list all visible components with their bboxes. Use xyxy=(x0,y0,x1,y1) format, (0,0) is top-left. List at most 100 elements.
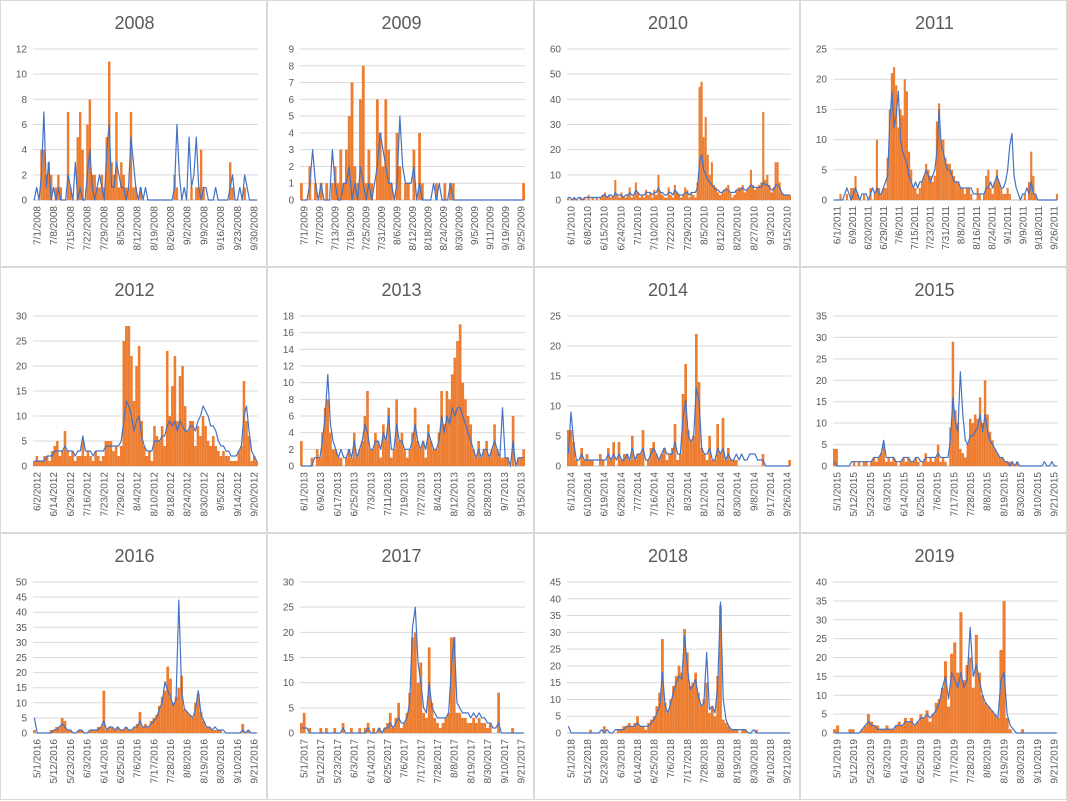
y-tick-label: 3 xyxy=(288,145,294,156)
bar xyxy=(1002,193,1005,200)
bar xyxy=(619,729,623,733)
x-tick-label: 8/12/2009 xyxy=(408,206,419,251)
bar xyxy=(671,197,674,200)
x-tick-label: 8/19/2008 xyxy=(149,206,160,251)
bar xyxy=(240,446,243,466)
x-tick-label: 9/18/2011 xyxy=(1034,206,1045,250)
bar xyxy=(461,717,464,733)
bar xyxy=(721,192,724,200)
chart-panel-2013: 2013 0 2 4 6 8 10 12 14 16 18 6/1/2013 6/9/2013 6/17/… xyxy=(267,267,534,533)
y-tick-label: 30 xyxy=(816,333,828,344)
y-tick-label: 40 xyxy=(550,594,562,605)
bar xyxy=(400,432,404,466)
bar xyxy=(231,187,234,200)
bar xyxy=(227,456,230,466)
bar xyxy=(45,456,49,466)
bar xyxy=(58,726,61,733)
bar xyxy=(175,187,179,200)
bar xyxy=(331,449,335,466)
bar xyxy=(356,183,360,200)
bar xyxy=(676,460,679,466)
bar xyxy=(938,103,941,200)
bar xyxy=(727,184,730,200)
bar xyxy=(183,708,186,733)
bar xyxy=(622,197,625,200)
bar xyxy=(333,727,337,733)
bar xyxy=(437,432,441,466)
bar xyxy=(645,189,648,200)
bar xyxy=(649,719,653,733)
bar xyxy=(73,461,77,466)
trend-line xyxy=(567,387,790,467)
bar xyxy=(199,436,202,466)
bar xyxy=(890,73,893,200)
x-tick-label: 5/12/2018 xyxy=(583,739,594,784)
bar xyxy=(949,427,952,466)
bar xyxy=(936,444,940,466)
bar xyxy=(444,717,448,733)
y-tick-label: 35 xyxy=(550,611,562,622)
bar xyxy=(713,460,717,466)
bar xyxy=(636,716,639,733)
x-tick-label: 8/4/2013 xyxy=(433,472,444,511)
bar xyxy=(986,414,989,466)
x-tick-label: 8/5/2008 xyxy=(116,206,127,245)
bar xyxy=(956,423,960,466)
bar xyxy=(724,460,727,466)
bar xyxy=(713,716,717,733)
y-tick-label: 5 xyxy=(821,710,827,721)
bar xyxy=(163,446,166,466)
x-tick-label: 7/17/2018 xyxy=(683,739,694,784)
bar xyxy=(483,722,487,733)
y-tick-label: 20 xyxy=(816,75,828,86)
y-tick-label: 20 xyxy=(816,376,828,387)
bar xyxy=(477,441,480,466)
y-tick-label: 1 xyxy=(288,179,294,190)
x-tick-label: 7/3/2013 xyxy=(366,472,377,511)
bar xyxy=(925,163,928,200)
bar xyxy=(310,457,314,466)
bar xyxy=(205,726,208,733)
bar xyxy=(705,682,709,733)
bar xyxy=(666,712,670,733)
bar xyxy=(696,182,699,200)
bar xyxy=(120,162,123,200)
bar xyxy=(455,712,459,733)
x-tick-label: 8/18/2012 xyxy=(166,472,177,517)
bar xyxy=(708,712,711,733)
bar xyxy=(970,193,973,200)
bar xyxy=(469,424,473,466)
bar xyxy=(438,727,442,733)
x-tick-label: 7/28/2018 xyxy=(699,739,710,784)
x-tick-label: 6/25/2013 xyxy=(350,472,361,517)
x-tick-label: 5/12/2017 xyxy=(316,739,327,784)
x-tick-label: 7/29/2012 xyxy=(116,472,127,517)
bar xyxy=(599,197,602,200)
x-tick-label: 9/8/2014 xyxy=(749,472,760,511)
bar xyxy=(503,457,507,466)
y-tick-label: 35 xyxy=(816,312,828,323)
bar xyxy=(631,436,634,466)
bar xyxy=(366,391,369,466)
bar xyxy=(86,124,89,200)
x-tick-label: 7/17/2015 xyxy=(949,472,960,517)
bar xyxy=(694,197,697,200)
bar xyxy=(482,449,486,466)
y-tick-label: 45 xyxy=(550,578,562,589)
bar xyxy=(54,187,58,200)
bar xyxy=(174,696,178,733)
bar xyxy=(63,431,67,466)
bar xyxy=(618,197,621,200)
bar xyxy=(665,460,669,466)
bar xyxy=(404,183,407,200)
bar xyxy=(160,696,164,733)
chart-title: 2010 xyxy=(648,13,688,33)
bar xyxy=(733,194,736,200)
bar xyxy=(872,457,876,466)
bar xyxy=(398,166,402,200)
x-tick-label: 6/29/2011 xyxy=(879,206,890,250)
bar xyxy=(929,175,932,200)
x-tick-label: 6/25/2019 xyxy=(916,739,927,784)
bar xyxy=(477,717,481,733)
bar xyxy=(463,717,467,733)
